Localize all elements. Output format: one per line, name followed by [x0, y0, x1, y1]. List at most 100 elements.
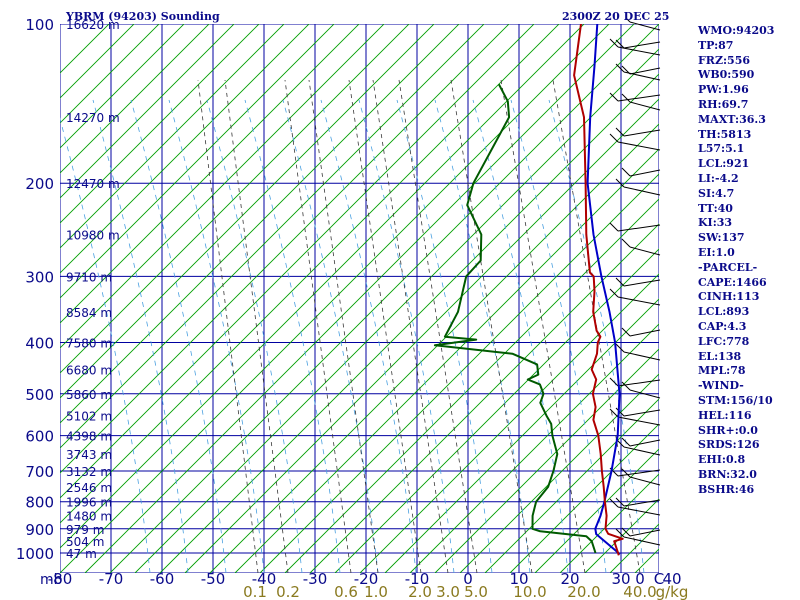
temperature-tick-label: -20: [354, 570, 379, 588]
height-label: 9710 m: [66, 270, 112, 284]
dry-adiabat: [359, 273, 659, 573]
pressure-tick-label: 400: [25, 334, 54, 352]
wind-barb: [623, 446, 661, 456]
wind-barb: [623, 41, 661, 49]
dry-adiabat: [60, 24, 485, 449]
mixing-ratio-unit: g/kg: [656, 583, 689, 600]
temperature-tick-label: 40: [662, 570, 681, 588]
pressure-tick-label: 500: [25, 386, 54, 404]
index-item: MPL:78: [698, 364, 746, 378]
wind-barb: [629, 389, 661, 399]
moist-adiabat: [130, 99, 227, 573]
moist-adiabat: [358, 99, 455, 573]
height-label: 1480 m: [66, 510, 112, 524]
parcel-trace: [586, 24, 621, 555]
pressure-tick-label: 100: [25, 16, 54, 34]
moist-adiabat: [244, 99, 341, 573]
temperature-tick-label: -10: [405, 570, 430, 588]
index-item: TT:40: [698, 201, 733, 215]
dewpoint-profile: [433, 83, 597, 554]
moist-adiabat: [320, 99, 417, 573]
wind-axis-label: 0: [635, 570, 645, 588]
height-label: 16620 m: [66, 18, 120, 32]
wind-barb: [617, 296, 661, 306]
mixing-ratio-line: [308, 79, 379, 573]
mixing-ratio-line: [284, 79, 352, 573]
moist-adiabat: [206, 99, 303, 573]
temperature-tick-label: 20: [560, 570, 579, 588]
dry-adiabat: [60, 24, 535, 499]
dry-adiabat: [60, 24, 610, 573]
height-label: 10980 m: [66, 229, 120, 243]
dry-adiabat: [60, 24, 260, 224]
mixing-ratio-label: 2.0: [408, 583, 432, 600]
moist-adiabat: [434, 99, 531, 573]
wind-barb-flag: [609, 92, 619, 102]
mixing-ratio-label: 10.0: [513, 583, 546, 600]
index-item: LI:-4.2: [698, 171, 739, 185]
wind-barb-flag: [615, 407, 625, 417]
dry-adiabat: [534, 448, 659, 573]
index-item: WB0:590: [698, 68, 755, 82]
wind-barb-flag: [615, 63, 625, 73]
dry-adiabat: [60, 24, 210, 174]
wind-barb: [617, 416, 661, 426]
pressure-tick-label: 300: [25, 268, 54, 286]
wind-barb-flag: [615, 277, 625, 287]
index-item: SI:4.7: [698, 186, 735, 200]
pressure-tick-label: 800: [25, 494, 54, 512]
dry-adiabats: [60, 24, 659, 573]
wind-barb-flag: [609, 133, 619, 143]
mixing-ratio-label: 40.0: [623, 583, 656, 600]
dry-adiabat: [60, 24, 410, 374]
dry-adiabat: [60, 24, 310, 274]
moist-adiabat: [548, 99, 645, 573]
height-label: 4398 m: [66, 430, 112, 444]
height-label: 3132 m: [66, 465, 112, 479]
index-item: TP:87: [698, 38, 734, 52]
dry-adiabat: [184, 98, 659, 573]
wind-barb: [617, 94, 661, 102]
wind-barb: [629, 67, 661, 75]
moist-adiabat: [282, 99, 379, 573]
valid-time: 2300Z 20 DEC 25: [562, 10, 670, 23]
height-label: 6680 m: [66, 364, 112, 378]
wind-barb-flag: [621, 527, 631, 537]
index-item: EHI:0.8: [698, 453, 746, 467]
dry-adiabat: [84, 24, 635, 573]
dry-adiabat: [60, 24, 585, 549]
wind-barb: [623, 71, 661, 81]
index-item: BSHR:46: [698, 482, 755, 496]
dry-adiabat: [60, 24, 185, 149]
index-item: CAPE:1466: [698, 275, 767, 289]
wind-barb: [629, 246, 661, 256]
index-item: MAXT:36.3: [698, 112, 766, 126]
isobar-isotherm-grid: [60, 24, 659, 573]
index-item: CAP:4.3: [698, 319, 747, 333]
dry-adiabat: [559, 473, 659, 573]
dry-adiabat: [60, 24, 335, 299]
wind-barb-flag: [615, 528, 625, 538]
height-label: 5102 m: [66, 410, 112, 424]
dry-adiabat: [134, 48, 659, 573]
wind-barb: [629, 329, 661, 337]
index-item: FRZ:556: [698, 53, 751, 67]
wind-barb: [617, 141, 661, 151]
dry-adiabat: [60, 24, 385, 349]
wind-barb-flag: [621, 437, 631, 447]
index-item: RH:69.7: [698, 97, 749, 111]
wind-barb: [623, 186, 661, 196]
temperature-tick-label: -70: [99, 570, 124, 588]
wind-barb-flag: [621, 238, 631, 248]
wind-barb-flag: [609, 288, 619, 298]
wind-barb: [617, 46, 661, 56]
wind-barb-flag: [621, 167, 631, 177]
index-item: LCL:893: [698, 305, 750, 319]
height-label: 8584 m: [66, 306, 112, 320]
height-label: 979 m: [66, 523, 104, 537]
wind-barb-flag: [625, 18, 631, 23]
mixing-ratio-label: 0.1: [243, 583, 267, 600]
mixing-ratio-line: [500, 79, 586, 573]
temperature-tick-label: -30: [303, 570, 328, 588]
